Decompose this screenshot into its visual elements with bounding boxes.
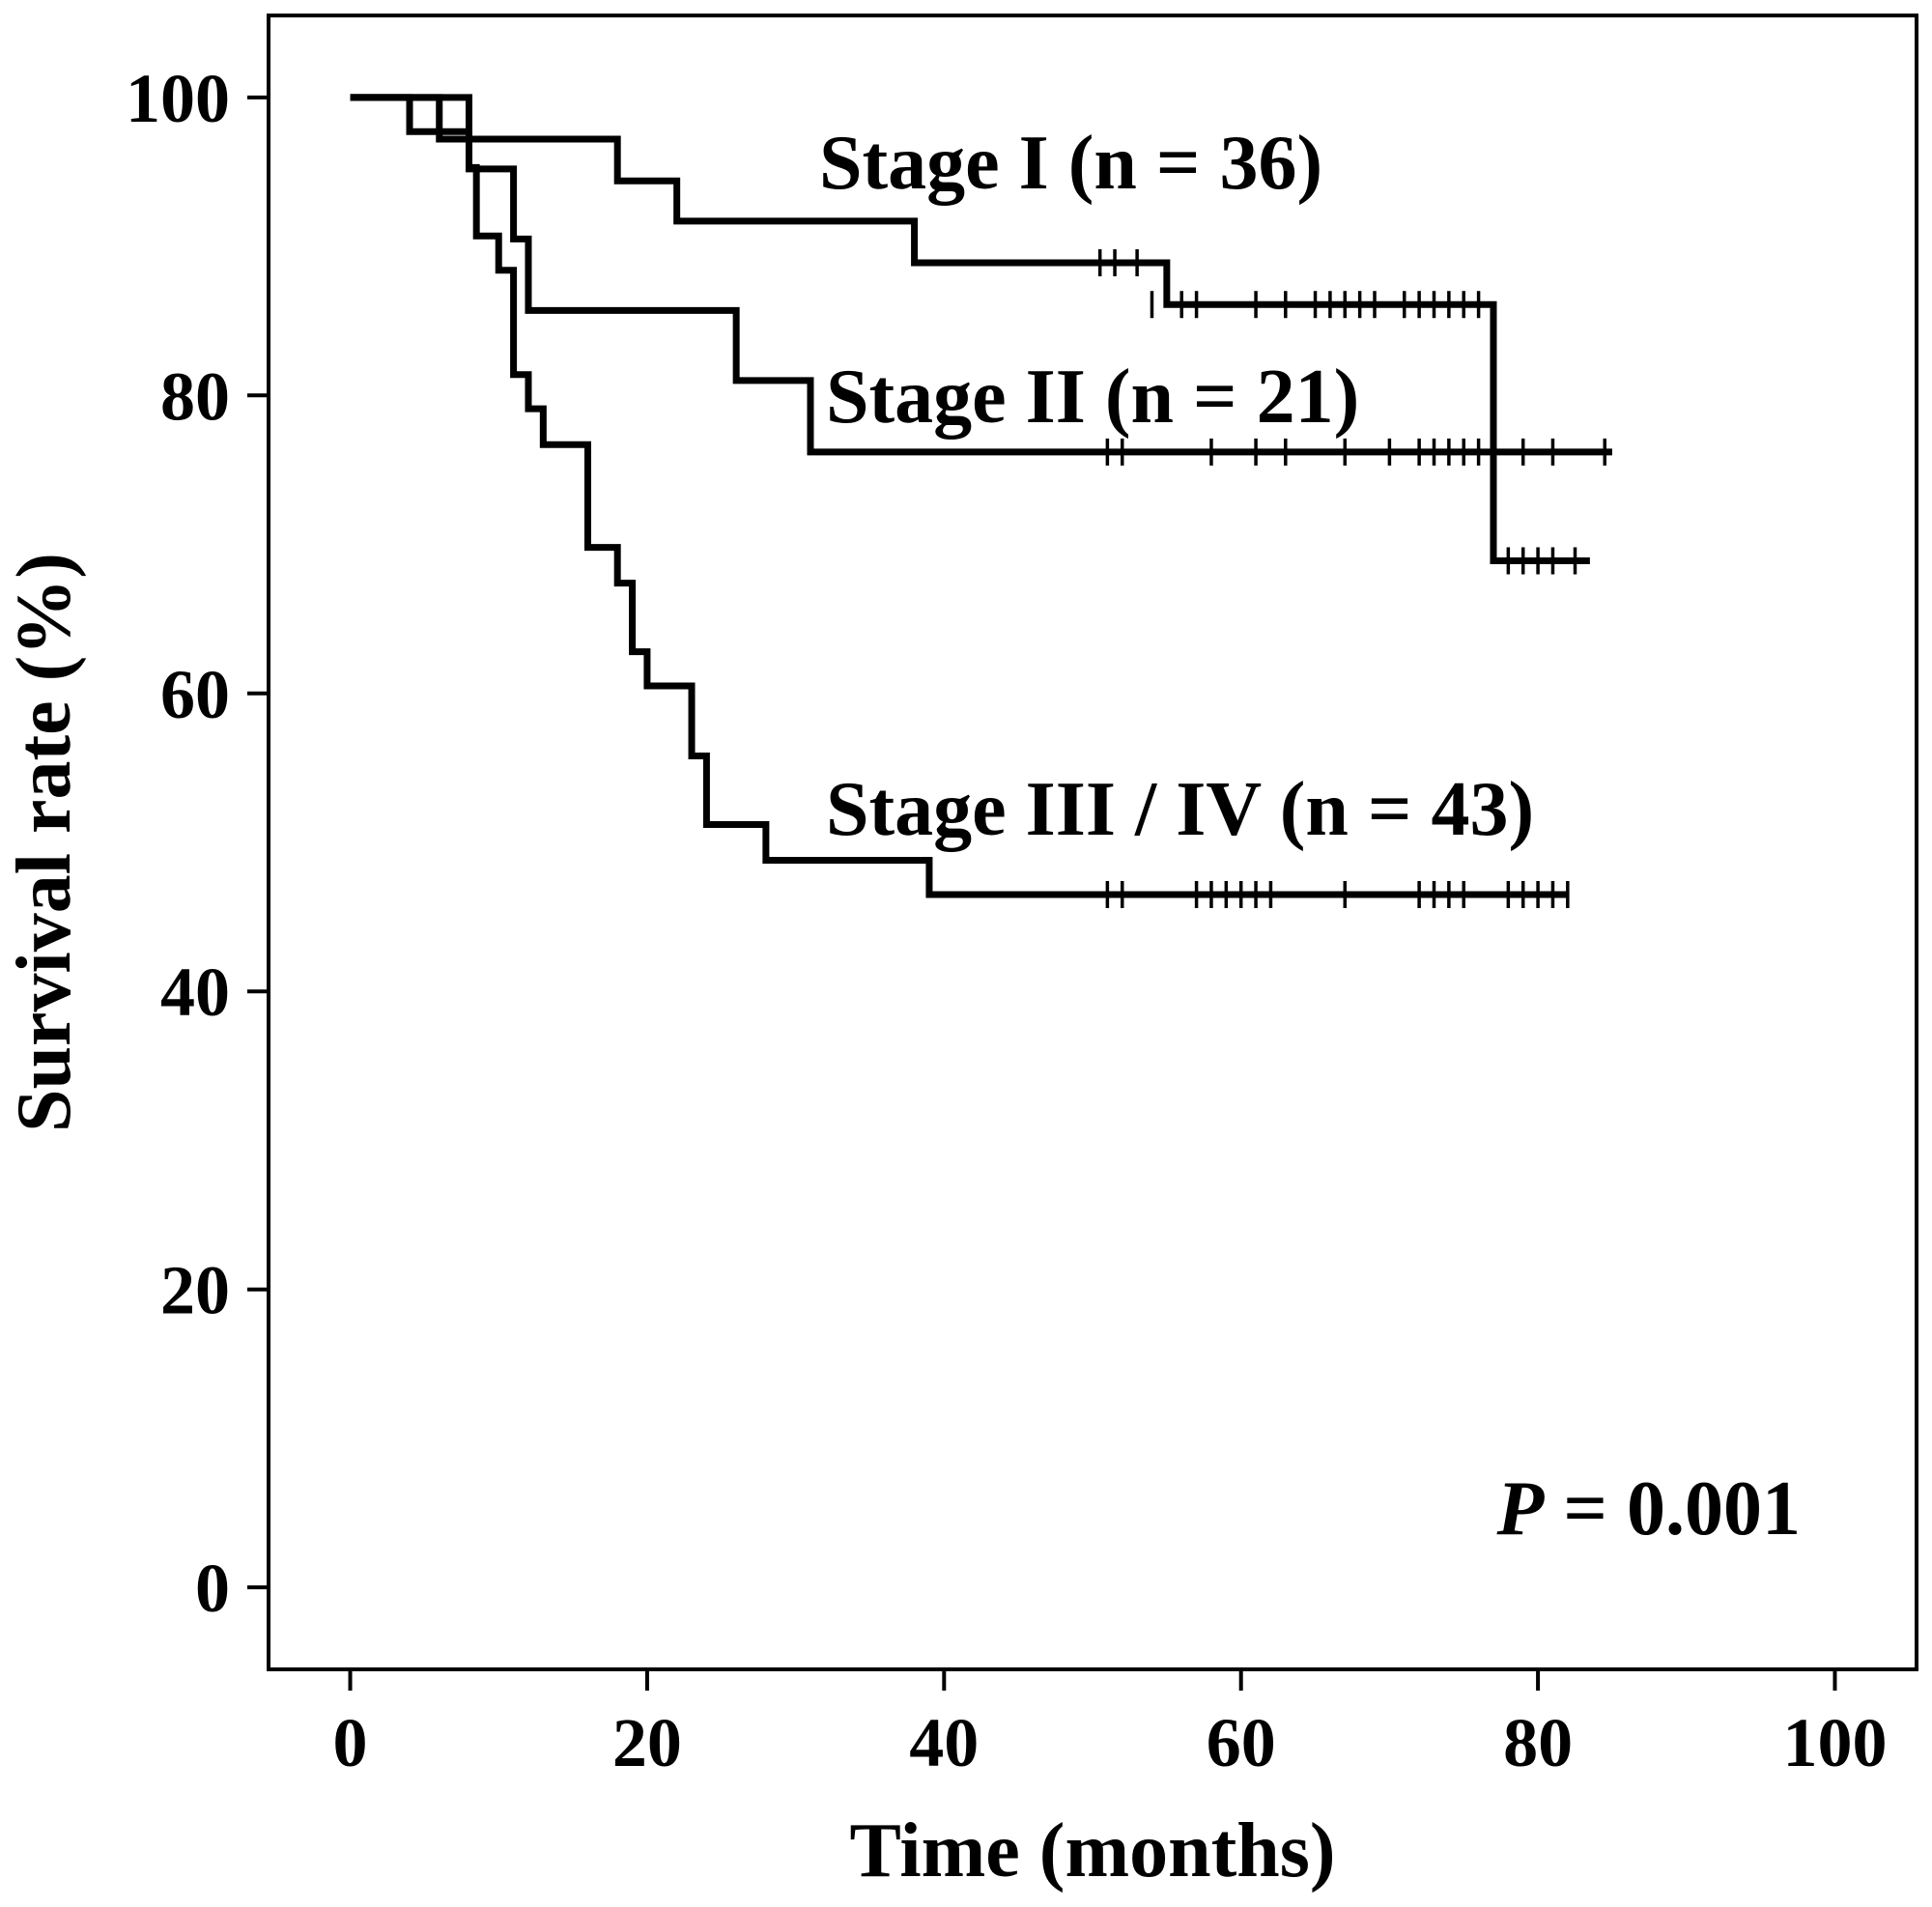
x-axis-title: Time (months): [850, 1808, 1336, 1893]
x-tick-label: 20: [612, 1704, 682, 1781]
x-tick-label: 60: [1207, 1704, 1276, 1781]
x-tick-label: 0: [333, 1704, 368, 1781]
series-label-stage-1: Stage I (n = 36): [819, 121, 1322, 206]
y-tick-label: 100: [126, 60, 230, 137]
y-axis-title: Survival rate (%): [2, 553, 87, 1132]
x-tick-label: 80: [1503, 1704, 1573, 1781]
y-tick-label: 0: [195, 1550, 230, 1627]
x-tick-label: 40: [909, 1704, 979, 1781]
axis-ticks: 0 20 40 60 80 100 0 20 40 60 80 100: [126, 60, 1887, 1781]
series-label-stage-2: Stage II (n = 21): [826, 355, 1359, 440]
y-tick-label: 40: [160, 954, 230, 1031]
series-label-stage-3-4: Stage III / IV (n = 43): [826, 767, 1534, 852]
plot-frame: [267, 14, 1918, 1671]
y-tick-label: 60: [160, 656, 230, 733]
survival-curve: [350, 94, 1568, 898]
x-tick-label: 100: [1782, 1704, 1887, 1781]
y-tick-label: 20: [160, 1252, 230, 1329]
series-3: [350, 94, 1570, 908]
p-value-annotation: P = 0.001: [1496, 1466, 1801, 1551]
series-layer: [350, 94, 1612, 908]
y-tick-label: 80: [160, 357, 230, 435]
